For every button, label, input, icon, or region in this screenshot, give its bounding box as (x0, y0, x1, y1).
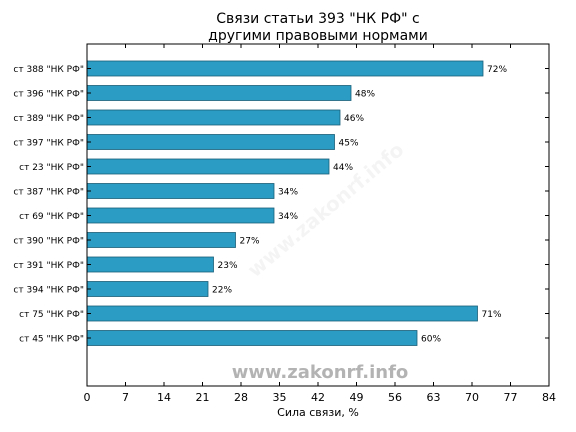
bar-value-label: 27% (240, 237, 260, 247)
category-label: ст 69 "НК РФ" (19, 212, 84, 222)
x-tick-label: 49 (350, 391, 364, 404)
x-tick-label: 84 (542, 391, 556, 404)
category-label: ст 387 "НК РФ" (13, 188, 84, 198)
bar (86, 183, 275, 199)
bar-value-label: 71% (482, 310, 502, 320)
bar-value-label: 45% (339, 139, 359, 149)
bar-value-label: 34% (278, 212, 298, 222)
category-label: ст 388 "НК РФ" (13, 65, 84, 75)
category-label: ст 390 "НК РФ" (13, 237, 84, 247)
category-label: ст 45 "НК РФ" (19, 335, 84, 345)
x-tick-label: 56 (388, 391, 402, 404)
bar (86, 281, 209, 297)
category-label: ст 394 "НК РФ" (13, 286, 84, 296)
category-label: ст 389 "НК РФ" (13, 114, 84, 124)
x-tick-label: 14 (157, 391, 171, 404)
chart-title-line-2: другими правовыми нормами (208, 28, 428, 44)
bar-value-label: 23% (218, 261, 238, 271)
category-label: ст 75 "НК РФ" (19, 310, 84, 320)
watermark: www.zakonrf.info (232, 362, 409, 383)
x-tick-label: 35 (273, 391, 287, 404)
category-label: ст 391 "НК РФ" (13, 261, 84, 271)
x-tick-label: 7 (122, 391, 129, 404)
category-label: ст 23 "НК РФ" (19, 163, 84, 173)
category-label: ст 397 "НК РФ" (13, 139, 84, 149)
bar (86, 134, 335, 150)
bar (86, 109, 341, 126)
chart-title-line-1: Связи статьи 393 "НК РФ" с (216, 11, 419, 27)
bar (86, 256, 214, 273)
x-tick-label: 21 (196, 391, 210, 404)
bar-value-label: 34% (278, 188, 298, 198)
x-axis: 0 7 14 21 28 35 42 49 56 63 70 77 84 (84, 44, 556, 404)
bar-value-label: 44% (333, 163, 353, 173)
x-tick-label: 42 (311, 391, 325, 404)
bar-value-label: 48% (355, 90, 375, 100)
x-tick-label: 70 (465, 391, 479, 404)
bar (86, 207, 275, 224)
x-tick-label: 77 (504, 391, 518, 404)
x-axis-title: Сила связи, % (277, 406, 359, 419)
bar (86, 305, 478, 322)
bar (86, 158, 330, 175)
y-axis: ст 388 "НК РФ" ст 396 "НК РФ" ст 389 "НК Р… (13, 65, 549, 345)
bar (86, 232, 236, 248)
x-tick-label: 63 (427, 391, 441, 404)
bar (86, 330, 418, 346)
bar-value-label: 72% (487, 65, 507, 75)
bar-value-label: 22% (212, 286, 232, 296)
category-label: ст 396 "НК РФ" (13, 90, 84, 100)
bar (86, 85, 352, 101)
bar (86, 60, 484, 77)
bar-value-label: 60% (421, 335, 441, 345)
bar-value-label: 46% (344, 114, 364, 124)
x-tick-label: 28 (234, 391, 248, 404)
bar-group: 72% 48% 46% 45% 44% 34% 34% 27% 23% 22% 71% 60% (86, 60, 507, 346)
x-tick-label: 0 (84, 391, 91, 404)
